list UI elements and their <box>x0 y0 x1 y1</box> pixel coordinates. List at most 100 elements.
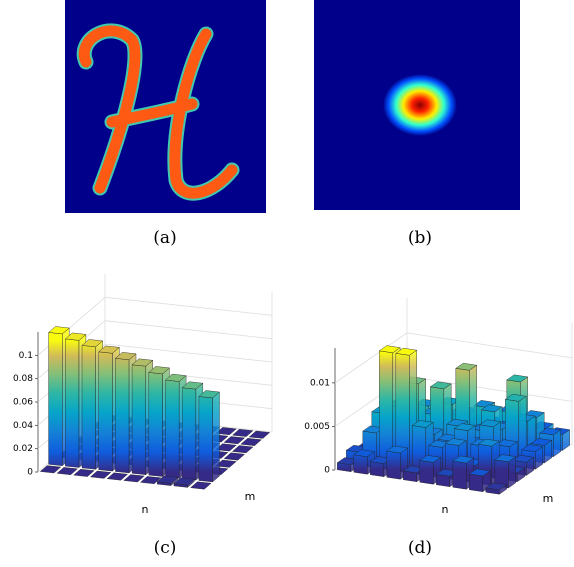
bar <box>173 477 195 488</box>
bar-face <box>469 473 483 492</box>
bar-top <box>232 428 254 437</box>
bar-face <box>508 456 516 489</box>
bar-top <box>485 482 508 491</box>
x-axis-label: n <box>442 503 449 516</box>
y-axis-label: m <box>245 490 256 503</box>
bar-top <box>64 332 87 341</box>
z-tick-label: 0.005 <box>304 422 330 432</box>
bar-face <box>48 332 63 466</box>
bar-top <box>521 444 544 453</box>
z-tick-label: 0.04 <box>13 421 33 431</box>
bar <box>140 476 162 485</box>
bar <box>231 445 254 454</box>
bar-top <box>73 468 95 477</box>
bar-face <box>386 450 401 480</box>
bar-face <box>98 351 113 472</box>
bar-chart-3d: 0 0.005 0.01 n m <box>304 298 573 516</box>
bar-top <box>89 470 112 479</box>
bar <box>395 347 418 474</box>
bar-top <box>140 476 162 485</box>
bar-top <box>98 345 120 354</box>
bar-top <box>231 445 254 454</box>
bar <box>56 467 78 476</box>
bar-top <box>190 481 212 490</box>
bar-top <box>455 362 478 371</box>
caption: (b) <box>408 228 432 248</box>
bar-top <box>495 439 518 448</box>
bar-top <box>512 454 535 463</box>
bar <box>468 468 491 493</box>
bar-top <box>173 477 195 486</box>
bar-top <box>114 352 137 361</box>
caption: (d) <box>408 538 432 558</box>
bar <box>215 443 237 452</box>
bar-top <box>81 339 104 348</box>
bar-face <box>131 364 147 475</box>
bar-top <box>215 427 237 436</box>
bar-top <box>198 390 220 399</box>
bar-face <box>198 396 213 483</box>
bar <box>215 427 237 436</box>
bar-top <box>378 345 401 354</box>
bar <box>123 474 145 483</box>
z-tick-label: 0.1 <box>19 351 33 361</box>
bar-face <box>353 454 368 475</box>
bar-face <box>212 391 220 483</box>
z-tick-label: 0 <box>27 468 33 478</box>
bar-face <box>115 358 130 474</box>
bar-face <box>148 372 163 477</box>
bar-top <box>215 459 237 468</box>
y-axis-label: m <box>543 492 554 505</box>
z-tick-label: 0 <box>324 466 330 476</box>
bar-top <box>148 366 170 375</box>
bar <box>494 454 517 489</box>
bar-face <box>370 461 384 477</box>
bar-top <box>429 381 452 390</box>
bar-top <box>223 452 246 461</box>
bar-top <box>395 347 418 356</box>
bar <box>485 482 508 495</box>
z-tick-label: 0.02 <box>13 444 33 454</box>
bar-top <box>539 427 562 436</box>
bar-face <box>81 345 96 470</box>
bar <box>73 468 95 477</box>
bar-top <box>39 465 62 474</box>
gaussian-spot <box>383 74 457 136</box>
bar-top <box>504 393 527 402</box>
bar-top <box>106 472 129 481</box>
bar-top <box>181 381 204 390</box>
bar-top <box>223 436 246 445</box>
bar-top <box>131 358 154 367</box>
bar-top <box>386 445 409 454</box>
z-tick-label: 0.06 <box>13 398 33 408</box>
bar-top <box>468 468 491 477</box>
bar <box>248 430 271 439</box>
bar-top <box>479 419 502 428</box>
bar-top <box>506 374 529 383</box>
bar-top <box>452 455 475 464</box>
bar-top <box>156 475 179 484</box>
caption: (a) <box>153 228 176 248</box>
z-tick-label: 0.08 <box>13 374 33 384</box>
bar-top <box>477 438 500 447</box>
bar-top <box>444 438 467 446</box>
bar-chart-3d: 0 0.02 0.04 0.06 0.08 0.1 n m <box>13 274 273 516</box>
bar <box>106 472 129 481</box>
bar <box>156 475 179 487</box>
bar-top <box>353 449 376 458</box>
bar-top <box>240 438 262 446</box>
bar-top <box>248 430 271 439</box>
bar <box>240 438 262 446</box>
image-a <box>65 0 266 213</box>
bar <box>198 390 220 483</box>
bar-top <box>453 423 476 431</box>
bar-top <box>56 467 78 476</box>
bar <box>39 465 62 474</box>
bar <box>223 436 246 445</box>
z-tick-label: 0.01 <box>310 378 330 388</box>
image-b <box>314 0 520 210</box>
bar-top <box>165 373 187 382</box>
bar <box>89 470 112 479</box>
